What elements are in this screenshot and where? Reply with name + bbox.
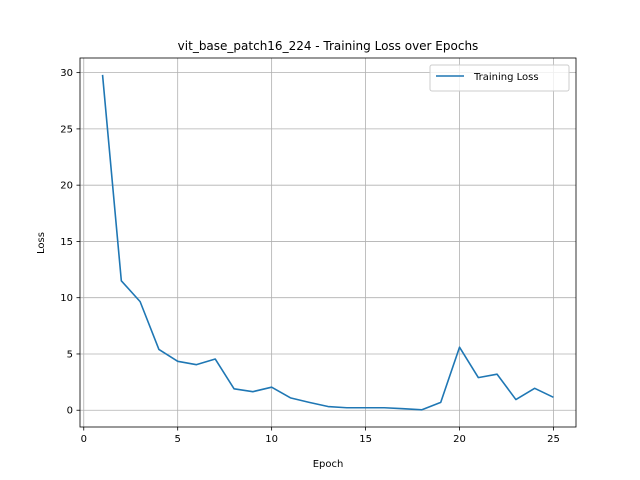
y-tick-label: 10 [60, 293, 73, 304]
y-axis-label: Loss [36, 232, 47, 254]
x-tick-label: 5 [175, 434, 181, 445]
y-tick-label: 15 [60, 237, 73, 248]
axis-ticks: 0 5 10 15 20 25 0 5 10 15 20 25 30 [60, 68, 560, 445]
legend-label: Training Loss [473, 72, 539, 83]
grid-lines [80, 58, 576, 427]
y-tick-label: 30 [60, 68, 73, 79]
x-tick-label: 25 [547, 434, 560, 445]
x-tick-label: 0 [81, 434, 87, 445]
x-axis-label: Epoch [313, 459, 344, 470]
legend: Training Loss [429, 64, 570, 92]
series-line-training-loss [101, 74, 554, 411]
y-tick-label: 20 [60, 181, 73, 192]
x-tick-label: 20 [453, 434, 466, 445]
y-tick-label: 0 [67, 406, 73, 417]
x-tick-label: 10 [265, 434, 278, 445]
y-tick-label: 25 [60, 124, 73, 135]
chart-title: vit_base_patch16_224 - Training Loss ove… [178, 39, 479, 53]
legend-box [429, 64, 570, 92]
series-layer [101, 74, 554, 411]
y-tick-label: 5 [67, 349, 73, 360]
x-tick-label: 15 [359, 434, 372, 445]
plot-frame [79, 57, 577, 428]
